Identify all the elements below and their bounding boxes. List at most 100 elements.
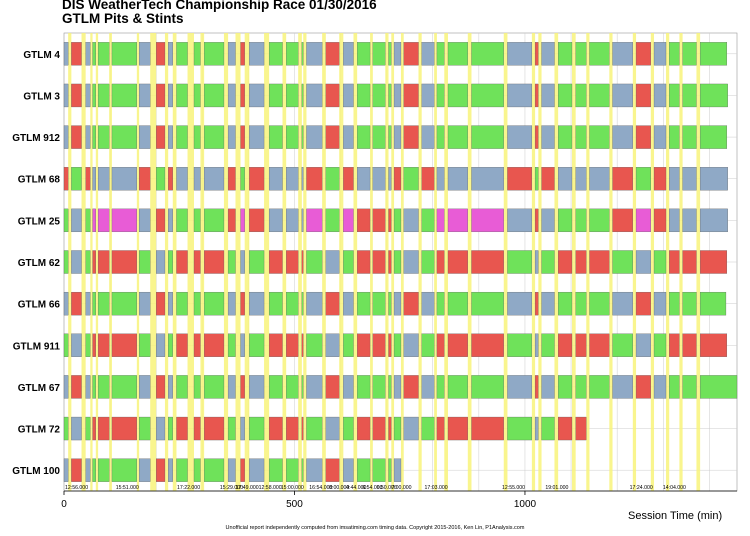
stint-bar	[635, 208, 651, 233]
pit-window	[95, 33, 99, 491]
stint-bar	[249, 250, 265, 274]
stint-bar	[357, 416, 371, 441]
stint-bar	[403, 42, 419, 66]
stint-bar	[471, 333, 504, 357]
stint-bar	[138, 250, 151, 274]
pit-window	[538, 33, 542, 491]
stint-bar	[507, 250, 533, 274]
stint-bar	[301, 42, 304, 66]
stint-bar	[268, 83, 283, 108]
stint-bar	[71, 42, 82, 66]
stint-bar	[193, 458, 201, 482]
stint-bar	[193, 42, 201, 66]
stint-bar	[343, 416, 354, 441]
stint-bar	[111, 333, 137, 357]
caution-label: 17:24.000	[630, 485, 653, 491]
stint-bar	[92, 167, 96, 191]
stint-bar	[388, 458, 392, 482]
stint-bar	[227, 208, 236, 233]
stint-bar	[669, 250, 680, 274]
stint-bar	[306, 208, 323, 233]
stint-bar	[343, 333, 354, 357]
stint-bar	[249, 416, 265, 441]
stint-bar	[403, 291, 419, 316]
stint-bar	[156, 42, 166, 66]
caution-label: 15:51.000	[116, 485, 139, 491]
stint-bar	[507, 375, 533, 399]
stint-bar	[357, 208, 371, 233]
footer-note: Unofficial report independently computed…	[225, 525, 525, 531]
stint-bar	[240, 125, 245, 149]
stint-bar	[357, 375, 371, 399]
stint-bar	[507, 333, 533, 357]
stint-bar	[447, 208, 468, 233]
stint-bar	[168, 208, 173, 233]
stint-bar	[589, 167, 610, 191]
stint-bar	[471, 42, 504, 66]
stint-bar	[286, 83, 299, 108]
stint-bar	[63, 375, 69, 399]
stint-bar	[240, 42, 245, 66]
stint-bar	[268, 458, 283, 482]
stint-bar	[653, 291, 667, 316]
stint-bar	[589, 333, 610, 357]
caution-label: 17:49.000	[236, 485, 259, 491]
chart-subtitle: GTLM Pits & Stints	[62, 11, 184, 26]
stint-bar	[393, 291, 402, 316]
pit-window	[235, 33, 241, 491]
stint-bar	[541, 291, 555, 316]
stint-bar	[575, 375, 587, 399]
stint-bar	[249, 208, 265, 233]
stint-bar	[388, 291, 392, 316]
stint-bar	[138, 458, 151, 482]
stint-bar	[393, 83, 402, 108]
stint-bar	[447, 291, 468, 316]
stint-bar	[393, 375, 402, 399]
pit-window	[434, 33, 437, 491]
stint-bar	[575, 291, 587, 316]
stint-bar	[227, 42, 236, 66]
stint-bar	[268, 250, 283, 274]
stint-bar	[97, 333, 110, 357]
stint-bar	[71, 208, 82, 233]
stint-bar	[589, 291, 610, 316]
pit-window	[81, 33, 86, 491]
stint-bar	[193, 83, 201, 108]
stint-bar	[63, 83, 69, 108]
stint-bar	[612, 250, 633, 274]
stint-bar	[268, 416, 283, 441]
pit-window	[391, 33, 395, 491]
stint-bar	[388, 208, 392, 233]
stint-bar	[111, 208, 137, 233]
stint-bar	[268, 375, 283, 399]
stint-bar	[176, 250, 188, 274]
stint-bar	[541, 416, 555, 441]
stint-bar	[372, 250, 386, 274]
stint-bar	[343, 167, 354, 191]
stint-bar	[168, 416, 173, 441]
stint-bar	[669, 42, 680, 66]
stint-bar	[249, 375, 265, 399]
stint-bar	[403, 250, 419, 274]
stint-bar	[421, 416, 435, 441]
stint-bar	[575, 42, 587, 66]
stint-bar	[682, 250, 697, 274]
stint-bar	[97, 208, 110, 233]
x-tick-label: 1000	[514, 499, 537, 510]
stint-bar	[156, 416, 166, 441]
stint-bar	[240, 250, 245, 274]
stint-bar	[699, 291, 727, 316]
stint-bar	[507, 167, 533, 191]
stint-bar	[249, 83, 265, 108]
caution-label: 14:04.000	[663, 485, 686, 491]
stint-bar	[669, 167, 680, 191]
stint-bar	[203, 458, 225, 482]
stint-bar	[653, 250, 667, 274]
stint-bar	[357, 83, 371, 108]
stint-bar	[71, 291, 82, 316]
caution-label: 19:01.000	[545, 485, 568, 491]
stint-bar	[92, 333, 96, 357]
stint-bar	[203, 250, 225, 274]
stint-bar	[612, 42, 633, 66]
stint-bar	[557, 208, 573, 233]
